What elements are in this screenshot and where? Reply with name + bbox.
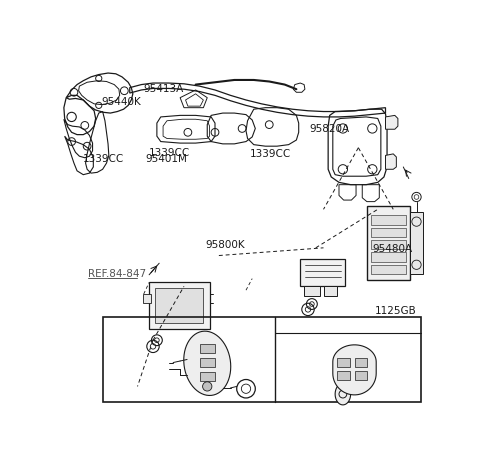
Bar [143, 294, 151, 303]
Bar [371, 240, 406, 249]
Text: 95800K: 95800K [205, 240, 245, 250]
Polygon shape [200, 358, 215, 367]
Polygon shape [184, 331, 231, 396]
Bar [300, 260, 345, 286]
Bar [304, 286, 320, 296]
Polygon shape [337, 371, 350, 380]
Polygon shape [355, 358, 367, 367]
Text: REF.84-847: REF.84-847 [88, 269, 146, 278]
Polygon shape [335, 384, 350, 405]
Text: 95401M: 95401M [145, 154, 187, 164]
Polygon shape [355, 371, 367, 380]
Text: 1339CC: 1339CC [250, 149, 291, 159]
Polygon shape [385, 154, 396, 169]
Bar [324, 286, 337, 296]
Text: 95480A: 95480A [372, 244, 413, 254]
Polygon shape [200, 372, 215, 381]
Text: 95820A: 95820A [309, 124, 349, 134]
Text: 1339CC: 1339CC [83, 154, 123, 164]
Polygon shape [200, 344, 215, 353]
Bar [371, 228, 406, 237]
Bar [371, 265, 406, 274]
Bar [367, 206, 409, 280]
Text: 1339CC: 1339CC [149, 148, 191, 158]
Bar [371, 253, 406, 262]
Bar [103, 317, 421, 402]
Bar [409, 213, 423, 274]
Bar [371, 215, 406, 225]
Polygon shape [337, 358, 350, 367]
Circle shape [203, 382, 212, 391]
Bar [149, 283, 210, 329]
Polygon shape [385, 115, 398, 129]
Bar [155, 288, 203, 323]
Text: 95440K: 95440K [101, 97, 141, 107]
Text: 95413A: 95413A [144, 84, 184, 95]
Text: 1125GB: 1125GB [374, 306, 416, 316]
Polygon shape [333, 345, 376, 395]
